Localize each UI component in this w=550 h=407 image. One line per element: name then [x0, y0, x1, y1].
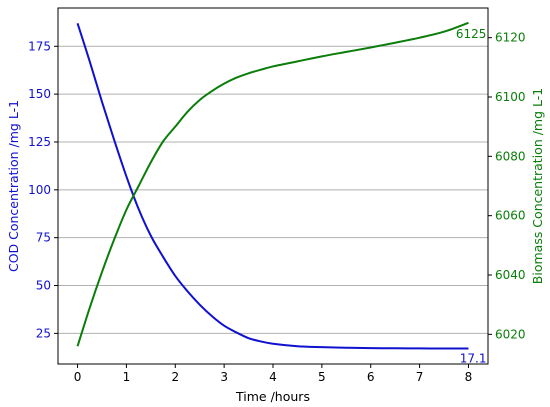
right-y-axis-title: Biomass Concentration /mg L-1: [530, 88, 545, 284]
left-y-tick-label-2: 75: [36, 231, 51, 245]
left-y-tick-label-0: 25: [36, 326, 51, 340]
right-y-tick-label-5: 6120: [495, 31, 526, 45]
x-axis-title: Time /hours: [235, 389, 310, 404]
series-lines: [76, 21, 469, 350]
x-axis-ticks: 0 1 2 3 4 5 6 7 8: [74, 364, 473, 384]
x-tick-label-5: 5: [318, 370, 326, 384]
right-y-tick-label-3: 6080: [495, 149, 526, 163]
left-y-tick-label-3: 100: [28, 183, 51, 197]
left-y-tick-label-5: 150: [28, 87, 51, 101]
x-tick-label-1: 1: [123, 370, 131, 384]
x-tick-label-8: 8: [465, 370, 473, 384]
right-y-tick-label-1: 6040: [495, 268, 526, 282]
cod-concentration-line: [76, 23, 469, 350]
x-tick-label-2: 2: [171, 370, 179, 384]
plot-frame: [57, 7, 489, 365]
right-y-axis-ticks: 6020 6040 6060 6080 6100 6120: [488, 31, 526, 341]
right-y-tick-label-2: 6060: [495, 209, 526, 223]
left-y-tick-label-1: 50: [36, 279, 51, 293]
x-tick-label-4: 4: [269, 370, 277, 384]
x-tick-label-6: 6: [367, 370, 375, 384]
right-y-tick-label-4: 6100: [495, 90, 526, 104]
end-annotations: 6125 17.1: [456, 27, 487, 366]
left-y-tick-label-6: 175: [28, 39, 51, 53]
left-y-axis-ticks: 25 50 75 100 125 150 175: [28, 39, 58, 340]
right-y-tick-label-0: 6020: [495, 327, 526, 341]
gridlines: [58, 45, 488, 334]
x-tick-label-7: 7: [416, 370, 424, 384]
biomass-concentration-line: [76, 21, 469, 347]
x-tick-label-3: 3: [220, 370, 228, 384]
end-value-label-1: 17.1: [460, 351, 487, 365]
left-y-tick-label-4: 125: [28, 135, 51, 149]
left-y-axis-title: COD Concentration /mg L-1: [6, 100, 21, 272]
x-tick-label-0: 0: [74, 370, 82, 384]
end-value-label-0: 6125: [456, 27, 487, 41]
